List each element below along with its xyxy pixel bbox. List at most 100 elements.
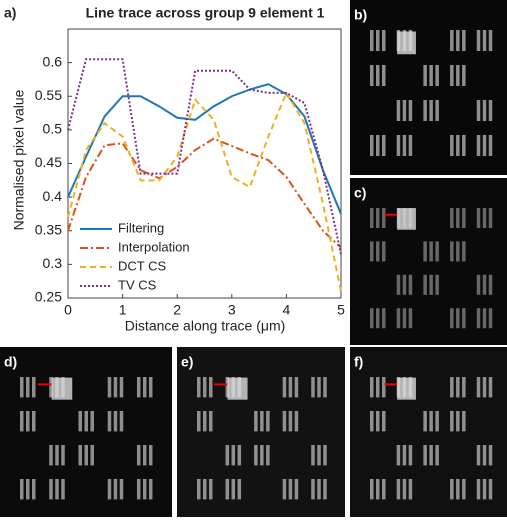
image-feature <box>237 479 242 500</box>
image-feature <box>32 377 36 398</box>
image-feature <box>119 411 124 432</box>
image-feature <box>370 377 374 398</box>
image-feature <box>482 208 487 229</box>
image-feature <box>402 100 407 121</box>
image-feature <box>203 411 207 432</box>
x-tick-label: 2 <box>173 302 181 318</box>
image-feature <box>376 377 380 398</box>
image-feature <box>84 411 88 432</box>
image-feature <box>482 274 487 295</box>
image-feature <box>382 308 386 329</box>
image-feature <box>488 30 493 51</box>
image-feature <box>408 135 413 156</box>
image-feature <box>55 445 59 466</box>
image-feature <box>482 100 487 121</box>
image-feature <box>78 445 82 466</box>
image-feature <box>225 479 230 500</box>
image-feature <box>402 308 407 329</box>
image-feature <box>294 479 299 500</box>
y-tick-label: 0.4 <box>43 188 63 204</box>
panel-label: e) <box>181 354 193 370</box>
line-series <box>67 137 342 249</box>
image-feature <box>382 208 386 229</box>
image-feature <box>231 479 236 500</box>
image-feature <box>456 241 460 262</box>
image-feature <box>370 411 374 432</box>
x-axis-label: Distance along trace (μm) <box>125 318 286 334</box>
image-feature <box>435 100 439 121</box>
image-feature <box>203 377 207 398</box>
image-feature <box>429 411 433 432</box>
image-feature <box>231 445 236 466</box>
image-feature <box>456 479 460 500</box>
image-feature <box>266 445 270 466</box>
panel-label: d) <box>4 354 17 370</box>
image-feature <box>435 445 439 466</box>
image-feature <box>254 411 258 432</box>
image-feature <box>294 411 299 432</box>
image-feature <box>203 479 207 500</box>
image-feature <box>450 479 454 500</box>
image-feature <box>462 30 466 51</box>
image-feature <box>482 445 487 466</box>
image-feature <box>456 377 460 398</box>
image-feature <box>450 308 454 329</box>
image-feature <box>32 479 36 500</box>
legend-label: DCT CS <box>118 258 166 273</box>
image-feature <box>119 479 124 500</box>
image-feature <box>462 308 466 329</box>
y-tick-label: 0.45 <box>35 154 62 170</box>
image-feature <box>370 65 374 86</box>
image-feature <box>450 377 454 398</box>
image-feature <box>382 65 386 86</box>
x-tick-label: 3 <box>228 302 236 318</box>
image-feature <box>49 445 53 466</box>
line-series <box>67 58 342 255</box>
image-feature <box>282 377 287 398</box>
image-feature <box>456 208 460 229</box>
image-feature <box>450 65 454 86</box>
image-feature <box>323 479 327 500</box>
image-feature <box>78 411 82 432</box>
image-feature <box>26 479 30 500</box>
panel-label: c) <box>354 185 366 201</box>
image-feature <box>482 377 487 398</box>
image-feature <box>49 377 53 398</box>
image-feature <box>462 241 466 262</box>
image-feature <box>450 30 454 51</box>
image-feature <box>462 411 466 432</box>
panel-label: b) <box>354 7 367 23</box>
image-feature <box>408 308 413 329</box>
image-feature <box>370 135 374 156</box>
image-feature <box>282 479 287 500</box>
image-feature <box>370 308 374 329</box>
image-feature <box>113 411 118 432</box>
legend-label: TV CS <box>118 277 157 292</box>
x-tick-label: 1 <box>119 302 127 318</box>
image-feature <box>482 30 487 51</box>
image-feature <box>488 135 493 156</box>
image-feature <box>435 411 439 432</box>
image-feature <box>311 479 315 500</box>
image-feature <box>488 274 493 295</box>
image-feature <box>456 65 460 86</box>
x-tick-label: 0 <box>64 302 72 318</box>
image-feature <box>197 411 201 432</box>
image-feature <box>396 100 401 121</box>
image-feature <box>423 100 427 121</box>
image-feature <box>476 135 481 156</box>
image-feature <box>209 479 213 500</box>
image-feature <box>225 377 230 398</box>
image-feature <box>311 445 315 466</box>
image-feature <box>488 445 493 466</box>
image-feature <box>408 100 413 121</box>
image-feature <box>317 479 321 500</box>
image-feature <box>482 479 487 500</box>
x-tick-label: 4 <box>283 302 291 318</box>
y-tick-label: 0.25 <box>35 289 62 305</box>
y-tick-label: 0.35 <box>35 221 62 237</box>
y-tick-label: 0.6 <box>43 53 63 69</box>
image-feature <box>142 479 147 500</box>
image-feature <box>376 65 380 86</box>
image-feature <box>488 377 493 398</box>
